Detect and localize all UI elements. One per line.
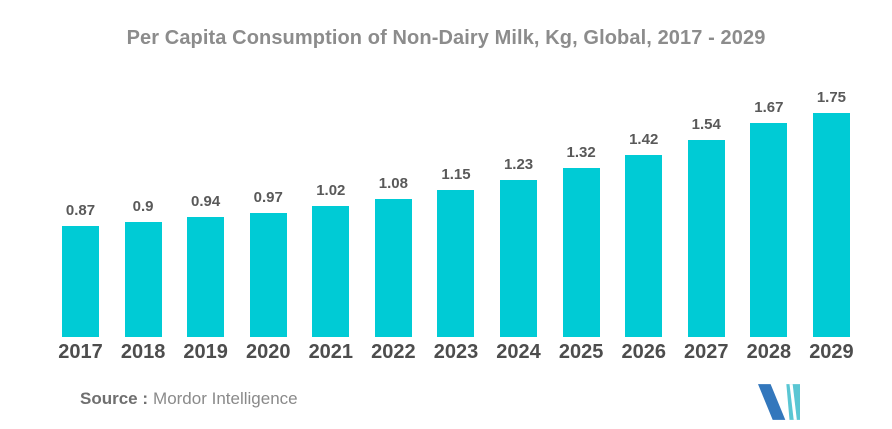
x-tick-label: 2029: [809, 341, 854, 363]
bar-column: 1.23: [500, 156, 538, 337]
bar[interactable]: [374, 199, 412, 337]
bar[interactable]: [750, 123, 788, 337]
x-tick-label: 2021: [308, 341, 354, 363]
bar-value-label: 0.97: [253, 189, 283, 206]
bar[interactable]: [124, 222, 162, 337]
bar-column: 1.42: [625, 131, 663, 337]
bar-value-label: 0.94: [191, 193, 221, 210]
bar[interactable]: [562, 168, 600, 337]
bar-column: 0.94: [187, 193, 225, 337]
mordor-intelligence-logo: [758, 384, 800, 420]
x-tick-label: 2028: [746, 341, 792, 363]
bar-value-label: 1.54: [691, 116, 721, 133]
source-name: Mordor Intelligence: [153, 389, 298, 408]
x-tick-label: 2025: [558, 341, 604, 363]
logo-white-slit: [789, 384, 797, 420]
bar-value-label: 1.67: [754, 99, 784, 116]
x-tick-label: 2023: [433, 341, 479, 363]
bar-value-label: 1.75: [816, 89, 847, 106]
bar-column: 1.08: [374, 175, 412, 337]
bar-column: 1.15: [437, 166, 475, 337]
bar[interactable]: [437, 190, 475, 337]
bar-value-label: 0.87: [65, 202, 96, 219]
bar-value-label: 1.15: [441, 166, 471, 183]
bar-column: 0.97: [249, 189, 287, 337]
x-tick-label: 2017: [58, 341, 103, 363]
x-axis-labels: 2017 2018 2019 2020 2021 2022 2023 2024 2025 2026…: [58, 341, 854, 364]
x-tick-label: 2024: [496, 341, 541, 363]
bar[interactable]: [62, 226, 99, 337]
bar[interactable]: [500, 180, 538, 337]
bar[interactable]: [249, 213, 287, 337]
plot-area: 0.87 0.9 0.94 0.97 1.02 1.08 1.15 1.23 1.32 1.42 1…: [62, 89, 850, 337]
bar-column: 1.75: [812, 89, 850, 337]
bar[interactable]: [812, 113, 850, 337]
bar[interactable]: [312, 206, 350, 337]
bar-value-label: 1.42: [629, 131, 659, 148]
bar-column: 1.02: [312, 182, 350, 337]
x-tick-label: 2027: [684, 341, 729, 363]
source-label: Source :: [80, 389, 149, 408]
chart-title: Per Capita Consumption of Non-Dairy Milk…: [126, 27, 766, 49]
bar-column: 1.67: [750, 99, 788, 337]
bar[interactable]: [687, 140, 725, 337]
source-note: Source : Mordor Intelligence: [80, 389, 298, 409]
bar-column: 0.87: [62, 202, 99, 337]
bar-column: 1.32: [562, 144, 600, 337]
x-tick-label: 2026: [621, 341, 666, 363]
logo-left-shape: [758, 384, 786, 420]
x-tick-label: 2019: [183, 341, 228, 363]
x-tick-label: 2018: [120, 341, 166, 363]
bar[interactable]: [187, 217, 225, 337]
bar-column: 0.9: [124, 198, 162, 337]
bar-value-label: 1.02: [316, 182, 346, 199]
x-tick-label: 2020: [245, 341, 291, 363]
bar[interactable]: [625, 155, 663, 337]
bar-column: 1.54: [687, 116, 725, 337]
bar-value-label: 0.9: [132, 198, 154, 215]
bar-value-label: 1.23: [503, 156, 534, 173]
bar-value-label: 1.08: [378, 175, 408, 192]
x-tick-label: 2022: [371, 341, 416, 363]
bar-value-label: 1.32: [566, 144, 596, 161]
